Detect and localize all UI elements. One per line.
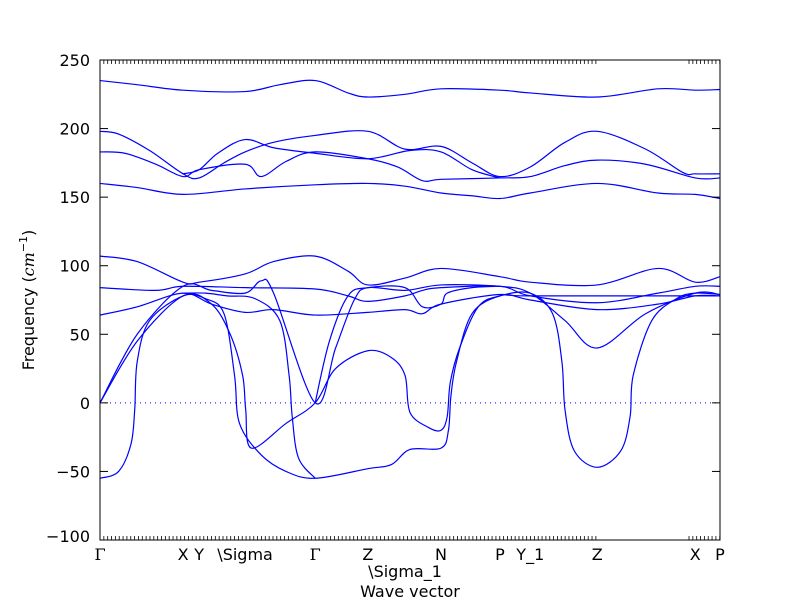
band-13 — [314, 285, 500, 403]
x-tick-label: \Sigma — [217, 545, 273, 564]
band-7 — [99, 285, 721, 304]
x-tick-label: Y — [193, 545, 204, 564]
band-10 — [99, 291, 721, 468]
y-tick-label: 150 — [59, 188, 90, 207]
y-tick-label: 100 — [59, 257, 90, 276]
x-tick-label: P — [495, 545, 505, 564]
band-8 — [99, 292, 721, 316]
x-tick-label: Y_1 — [515, 545, 544, 565]
y-tick-label: 250 — [59, 51, 90, 70]
band-1 — [99, 79, 721, 98]
band-2 — [99, 130, 721, 180]
x-tick-label: X — [690, 545, 701, 564]
x-tick-label: N — [435, 545, 447, 564]
qpoint-ticks — [99, 60, 721, 540]
y-tick-label: −100 — [46, 527, 90, 546]
x-tick-label: Z — [592, 545, 603, 564]
y-axis-label: Frequency (cm−1) — [17, 230, 38, 371]
x-axis-label: Wave vector — [360, 582, 460, 600]
band-5 — [99, 182, 721, 200]
y-tick-label: 0 — [80, 394, 90, 413]
band-11 — [99, 293, 720, 479]
plot-frame — [99, 59, 721, 541]
x-tick-label: X — [178, 545, 189, 564]
band-9 — [99, 278, 721, 405]
y-tick-label: 50 — [70, 325, 90, 344]
band-6 — [99, 255, 721, 287]
x-axis: Γ X Y \Sigma Γ Z\Sigma_1N P Y_1 Z X P — [94, 545, 725, 582]
y-tick-label: 200 — [59, 120, 90, 139]
y-tick-label: −50 — [56, 462, 90, 481]
bands-group — [99, 79, 721, 479]
band-4 — [182, 138, 501, 179]
x-tick-label: Z — [362, 545, 373, 564]
x-tick-label: Γ — [94, 545, 105, 564]
x-tick-label: \Sigma_1 — [368, 562, 442, 582]
band-3 — [99, 151, 721, 183]
x-tick-label: P — [715, 545, 725, 564]
band-12 — [183, 292, 316, 479]
y-axis: −100 −50 0 50 100 150 200 250 — [46, 51, 720, 546]
x-tick-label: Γ — [310, 545, 321, 564]
